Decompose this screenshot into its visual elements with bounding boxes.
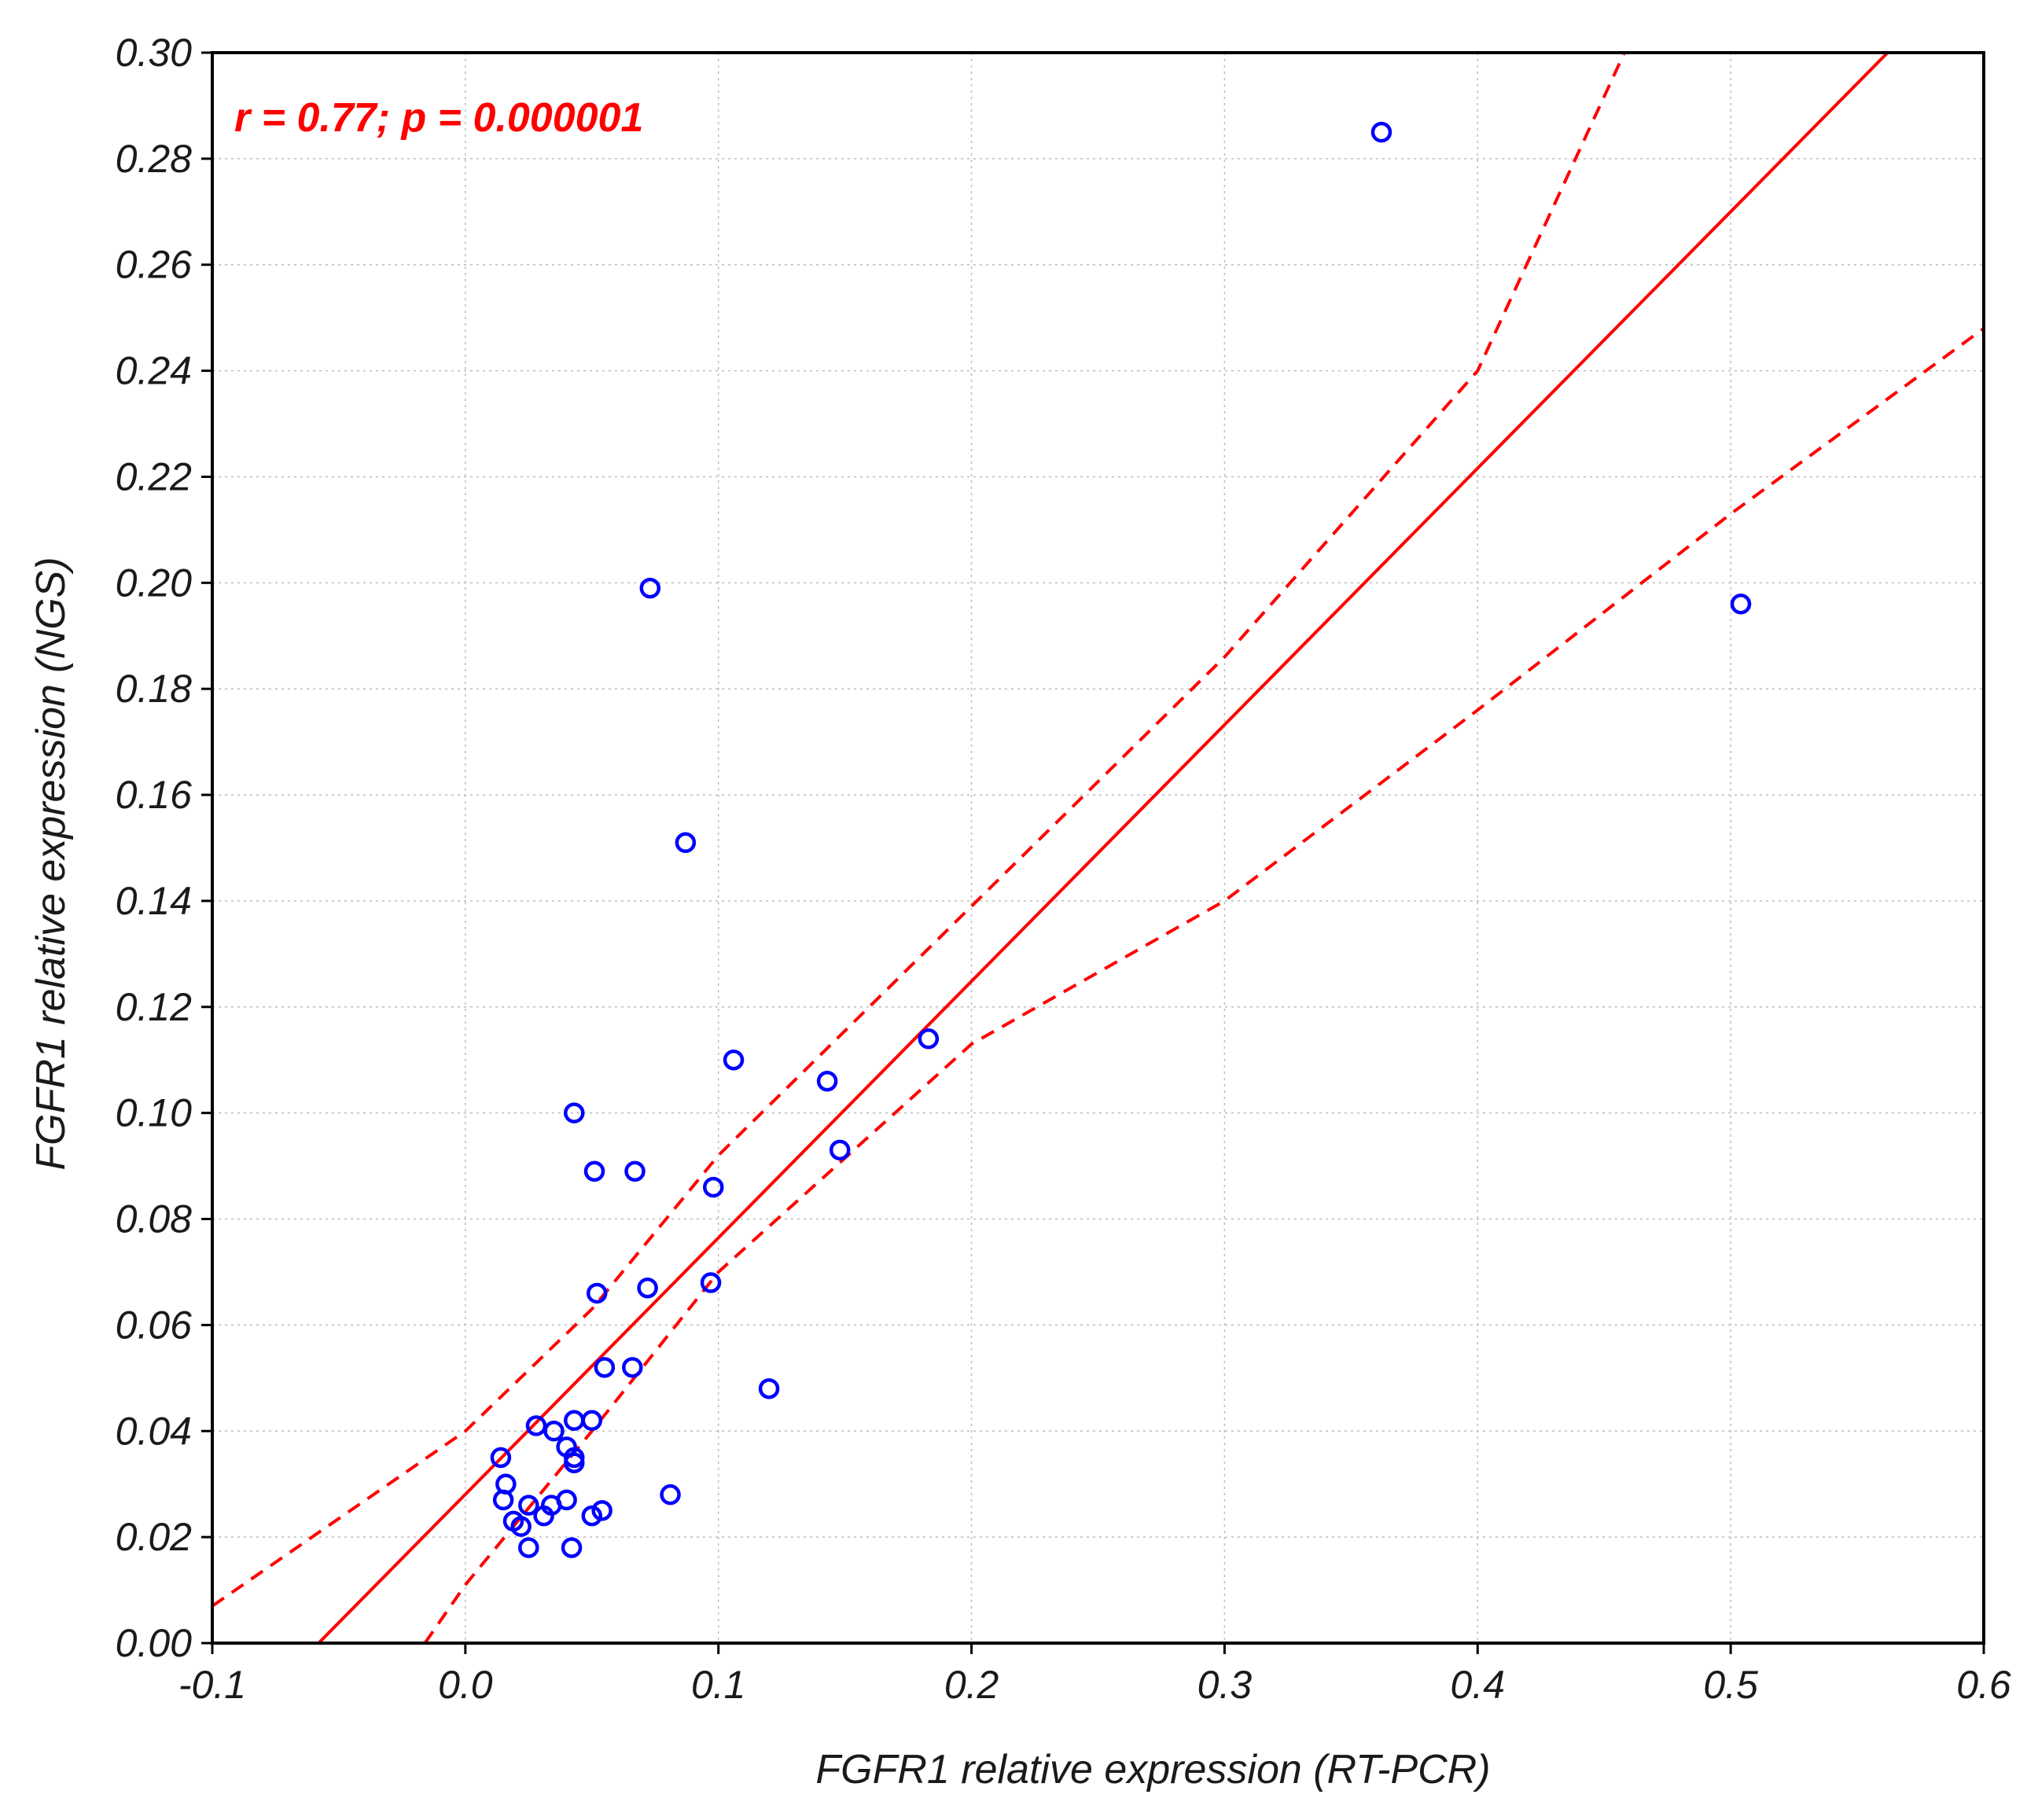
data-point [816, 1070, 838, 1092]
data-point [758, 1378, 780, 1399]
y-tick-label: 0.08 [116, 1197, 193, 1241]
data-point [556, 1489, 577, 1511]
regression-line [317, 53, 1889, 1643]
x-tick-label: -0.1 [178, 1663, 246, 1707]
y-tick-label: 0.12 [116, 985, 193, 1029]
data-point [723, 1049, 745, 1071]
data-point [1730, 594, 1752, 615]
x-tick-label: 0.1 [691, 1663, 746, 1707]
data-point [622, 1357, 643, 1378]
y-tick-label: 0.02 [116, 1515, 193, 1559]
points-layer [490, 121, 1752, 1558]
correlation-annotation: r = 0.77; p = 0.000001 [234, 95, 643, 141]
fit-lines-layer [212, 53, 1984, 1643]
y-tick-label: 0.14 [116, 879, 192, 923]
x-tick-label: 0.6 [1956, 1663, 2011, 1707]
ticks-layer: -0.1 0.0 0.1 0.2 0.3 0.4 0.5 0.6 0.00 0.02 0.04 0.0… [116, 31, 2011, 1707]
y-tick-label: 0.00 [116, 1621, 193, 1665]
data-point [490, 1447, 512, 1469]
data-point [591, 1500, 613, 1521]
x-tick-label: 0.3 [1197, 1663, 1253, 1707]
y-tick-label: 0.24 [116, 349, 192, 393]
data-point [624, 1160, 646, 1182]
y-tick-label: 0.10 [116, 1091, 193, 1135]
x-axis-title: FGFR1 relative expression (RT-PCR) [815, 1747, 1490, 1792]
data-point [543, 1421, 565, 1442]
data-point [510, 1516, 532, 1537]
data-point [583, 1160, 605, 1182]
data-point [1370, 121, 1392, 143]
data-point [918, 1028, 940, 1050]
y-tick-label: 0.20 [116, 561, 193, 605]
data-point [639, 577, 661, 599]
x-tick-label: 0.0 [438, 1663, 493, 1707]
x-tick-label: 0.5 [1703, 1663, 1758, 1707]
data-point [561, 1537, 583, 1558]
data-point [829, 1139, 851, 1161]
data-point [586, 1282, 608, 1304]
data-point [564, 1102, 585, 1123]
confidence-band-lower [423, 327, 1984, 1643]
data-point [564, 1452, 585, 1473]
y-tick-label: 0.28 [116, 137, 193, 181]
data-point [594, 1357, 616, 1378]
data-point [525, 1415, 547, 1436]
data-point [564, 1410, 585, 1432]
data-point [518, 1495, 539, 1516]
data-point [660, 1484, 681, 1506]
y-tick-label: 0.18 [116, 667, 193, 711]
x-tick-label: 0.2 [944, 1663, 999, 1707]
plot-frame [211, 51, 1985, 1645]
data-point [581, 1505, 603, 1527]
y-tick-label: 0.04 [116, 1409, 192, 1453]
data-point [581, 1410, 603, 1432]
data-point [675, 832, 697, 854]
y-axis-title: FGFR1 relative expression (NGS) [28, 557, 74, 1170]
x-tick-label: 0.4 [1451, 1663, 1506, 1707]
y-tick-label: 0.16 [116, 773, 193, 817]
data-point [492, 1489, 514, 1511]
data-point [518, 1537, 539, 1558]
y-tick-label: 0.30 [116, 31, 193, 75]
data-point [700, 1272, 722, 1293]
data-point [703, 1176, 724, 1198]
confidence-band-upper [212, 53, 1626, 1608]
data-point [637, 1277, 658, 1299]
grid-layer [212, 53, 1984, 1643]
y-tick-label: 0.06 [116, 1303, 193, 1347]
y-tick-label: 0.22 [116, 454, 193, 498]
data-point [533, 1505, 554, 1527]
y-tick-label: 0.26 [116, 243, 193, 287]
